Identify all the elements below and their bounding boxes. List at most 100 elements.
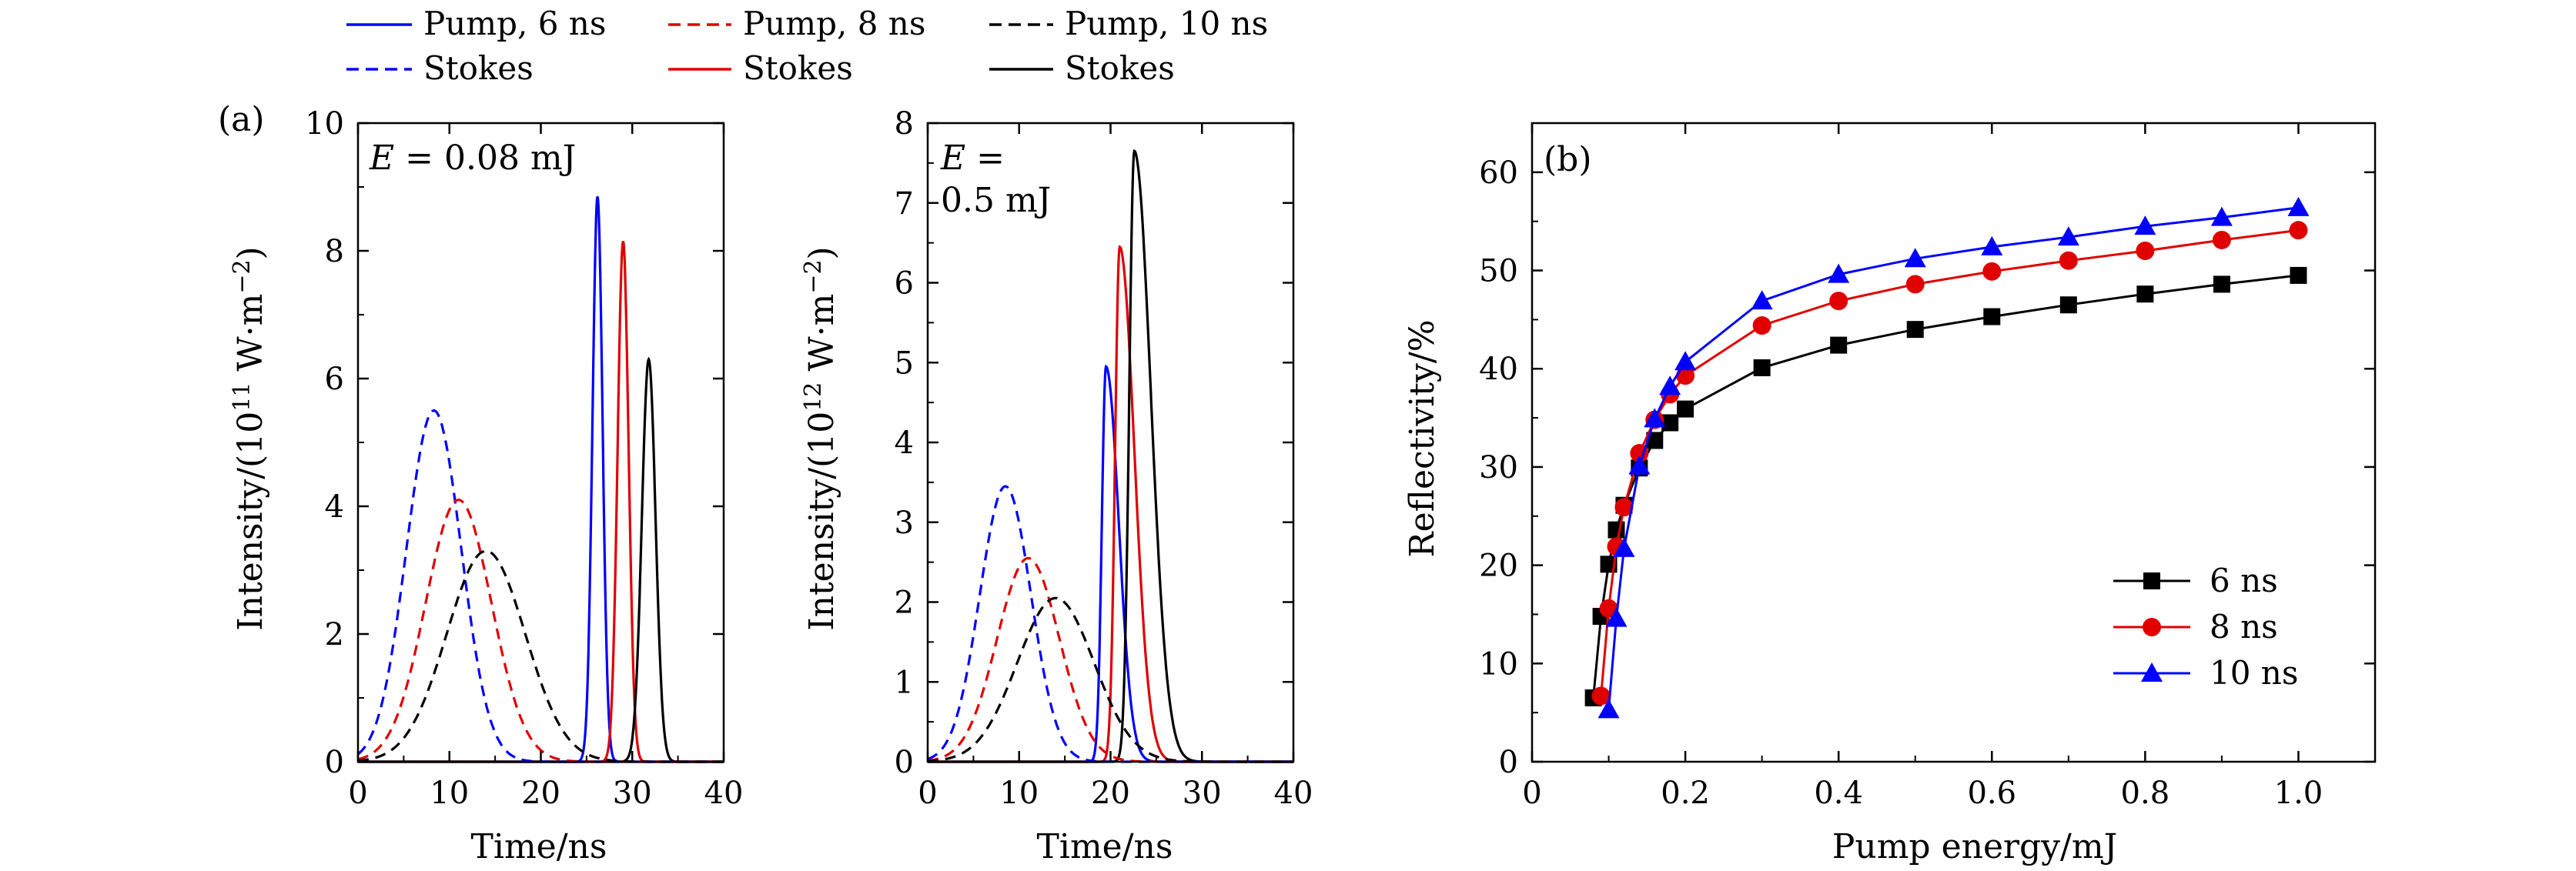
panel-b-legend-marker-10-ns bbox=[2141, 662, 2163, 682]
panel-b-series bbox=[1584, 196, 2310, 719]
legend-label-stokes-black: Stokes bbox=[1065, 49, 1175, 87]
panel-a-xlabel: Time/ns bbox=[471, 827, 607, 866]
panel-a2-ylabel-pre: Intensity/(10 bbox=[802, 412, 841, 631]
panel-a2-ylabel-mid: W·m bbox=[802, 294, 841, 382]
panel-b-point-10-ns bbox=[2210, 206, 2233, 226]
panel-b-point-8-ns bbox=[2212, 230, 2231, 249]
panel-b-point-6-ns bbox=[1607, 521, 1625, 539]
panel-b-ytick-label: 50 bbox=[1479, 254, 1518, 289]
panel-b-ytick-label: 20 bbox=[1479, 549, 1518, 584]
panel-a: (a) E = 0.08 mJ 0 10 20 30 40 0 2 4 6 8 10 Time/ns… bbox=[218, 100, 743, 866]
panel-b-xlabel: Pump energy/mJ bbox=[1832, 827, 2117, 866]
panel-b-point-8-ns bbox=[1614, 498, 1634, 517]
panel-b-point-8-ns bbox=[2289, 221, 2308, 240]
panel-a2-ylabel: Intensity/(1012 W·m−2) bbox=[800, 246, 841, 630]
panel-b-line-6-ns bbox=[1592, 274, 2299, 699]
panel-b-ytick-label: 60 bbox=[1479, 155, 1518, 191]
panel-b-ytick-label: 0 bbox=[1499, 745, 1518, 780]
panel-b-line-8-ns bbox=[1600, 229, 2299, 696]
panel-a-annotation-var: E bbox=[369, 138, 394, 178]
panel-a2-ytick-label: 4 bbox=[895, 425, 914, 461]
legend-label-stokes-red: Stokes bbox=[743, 49, 853, 87]
panel-a-ylabel: Intensity/(1011 W·m−2) bbox=[229, 246, 270, 630]
panel-b-point-10-ns bbox=[1751, 290, 1773, 310]
panel-b-point-10-ns bbox=[1981, 235, 2003, 255]
panel-a2-ytick-label: 0 bbox=[895, 745, 914, 780]
panel-b-frame bbox=[1531, 122, 2377, 763]
panel-a2-ytick-label: 1 bbox=[895, 665, 914, 700]
panel-a-ylabel-post: ) bbox=[231, 246, 270, 259]
panel-b-point-6-ns bbox=[2059, 296, 2077, 314]
top-legend: Pump, 6 ns Pump, 8 ns Pump, 10 ns Stokes… bbox=[346, 5, 1268, 87]
panel-b-axes: 0 0.2 0.4 0.6 0.8 1.0 0 10 20 30 40 50 60 bbox=[1479, 122, 2377, 811]
panel-b-point-10-ns bbox=[2287, 196, 2310, 216]
panel-a-ytick-label: 0 bbox=[325, 745, 344, 780]
panel-b-point-6-ns bbox=[1753, 359, 1771, 376]
panel-a2-ytick-label: 5 bbox=[895, 345, 914, 381]
panel-a-axes: 0 10 20 30 40 0 2 4 6 8 10 bbox=[305, 106, 743, 811]
panel-b-point-6-ns bbox=[1830, 336, 1848, 354]
panel-a2-xtick-label: 10 bbox=[999, 776, 1039, 811]
panel-a-line-pump-10-ns-000000 bbox=[358, 356, 724, 763]
panel-a-annotation: E = 0.08 mJ bbox=[369, 138, 576, 178]
panel-b-point-6-ns bbox=[1906, 321, 1924, 339]
panel-b-point-10-ns bbox=[1659, 375, 1681, 395]
legend-label-stokes-blue: Stokes bbox=[423, 49, 534, 87]
panel-b-point-6-ns bbox=[1646, 432, 1664, 449]
panel-a2-annotation-line2: 0.5 mJ bbox=[941, 181, 1051, 220]
panel-b-point-10-ns bbox=[1605, 607, 1628, 627]
panel-b-point-10-ns bbox=[1828, 263, 1850, 283]
panel-b-point-10-ns bbox=[1674, 351, 1697, 371]
panel-b-xtick-label: 0.2 bbox=[1661, 776, 1710, 811]
panel-b-ytick-label: 10 bbox=[1479, 646, 1518, 682]
panel-b-point-6-ns bbox=[1661, 414, 1679, 432]
panel-b-legend-marker-8-ns bbox=[2143, 618, 2161, 636]
panel-a2-series bbox=[927, 149, 1293, 763]
panel-a-ylabel-exp2: −2 bbox=[229, 259, 256, 293]
panel-b-point-10-ns bbox=[2057, 226, 2079, 246]
panel-b-point-8-ns bbox=[1591, 686, 1611, 706]
legend-label-pump-6ns: Pump, 6 ns bbox=[423, 5, 606, 42]
panel-b-point-10-ns bbox=[2134, 215, 2156, 235]
panel-a-ylabel-exp: 11 bbox=[229, 382, 256, 412]
panel-b-xtick-label: 0.8 bbox=[2121, 776, 2170, 811]
legend-label-pump-8ns: Pump, 8 ns bbox=[743, 5, 925, 42]
panel-b-point-8-ns bbox=[1752, 316, 1771, 335]
panel-b-legend-label-10-ns: 10 ns bbox=[2210, 654, 2298, 692]
legend-label-pump-10ns: Pump, 10 ns bbox=[1065, 5, 1268, 42]
panel-a-annotation-value: = 0.08 mJ bbox=[394, 138, 576, 178]
panel-a-xtick-label: 10 bbox=[430, 776, 469, 811]
panel-b-legend-marker-6-ns bbox=[2143, 572, 2160, 589]
panel-b-ytick-label: 40 bbox=[1479, 352, 1518, 387]
panel-b-point-8-ns bbox=[1829, 292, 1848, 311]
panel-a-ytick-label: 10 bbox=[305, 106, 344, 142]
panel-a2-xtick-label: 40 bbox=[1274, 776, 1313, 811]
panel-b-point-10-ns bbox=[1644, 408, 1666, 428]
panel-b-line-10-ns bbox=[1607, 206, 2299, 710]
panel-b-point-6-ns bbox=[2213, 275, 2230, 293]
panel-a-ylabel-pre: Intensity/(10 bbox=[231, 412, 270, 631]
panel-b-point-8-ns bbox=[2136, 242, 2155, 260]
panel-b-ytick-label: 30 bbox=[1479, 450, 1518, 486]
panel-b: (b) 0 0.2 0.4 0.6 0.8 1.0 0 10 20 30 40 50 60 6 ns 8 … bbox=[1403, 122, 2377, 866]
panel-b-legend: 6 ns 8 ns 10 ns bbox=[2113, 562, 2298, 692]
panel-a2-ytick-label: 8 bbox=[895, 106, 914, 142]
panel-a-line-pump-6-ns-0000ff bbox=[358, 196, 724, 763]
panel-b-point-10-ns bbox=[1613, 537, 1635, 557]
panel-a2-ytick-label: 2 bbox=[895, 586, 914, 621]
panel-a2-ytick-label: 6 bbox=[895, 266, 914, 302]
panel-a2-line-stokes-000000 bbox=[927, 596, 1293, 763]
panel-a-ytick-label: 8 bbox=[325, 234, 344, 269]
panel-a-line-pump-8-ns-e00000 bbox=[358, 241, 724, 763]
panel-a2-annotation-line1: E = bbox=[940, 138, 1005, 178]
panel-a-ytick-label: 4 bbox=[325, 489, 344, 525]
panel-a-series bbox=[356, 196, 724, 763]
panel-a2-annotation-var: E bbox=[940, 138, 965, 178]
panel-a-ytick-label: 2 bbox=[325, 617, 344, 652]
panel-b-point-8-ns bbox=[1905, 275, 1925, 294]
panel-b-xtick-label: 0.4 bbox=[1814, 776, 1863, 811]
panel-a2-line-pump-8-ns-e00000 bbox=[928, 245, 1293, 763]
panel-b-point-6-ns bbox=[1677, 400, 1694, 418]
panel-b-xtick-label: 1.0 bbox=[2274, 776, 2323, 811]
